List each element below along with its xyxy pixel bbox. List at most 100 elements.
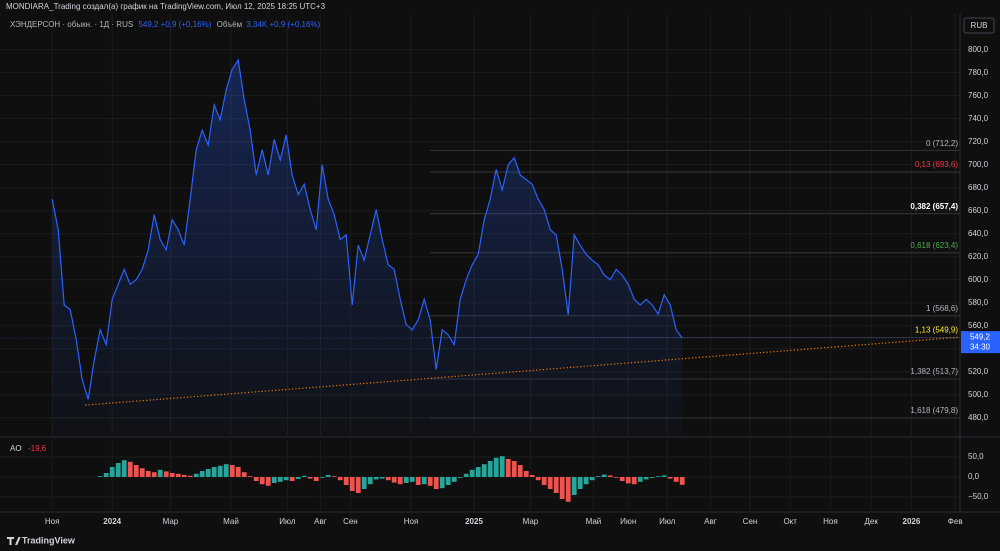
ao-bar	[337, 477, 343, 481]
x-tick-label: Июл	[659, 517, 676, 526]
x-tick-label: 2026	[903, 517, 921, 526]
x-tick-label: 2025	[465, 517, 483, 526]
ao-bar	[523, 471, 529, 477]
ao-bar	[235, 467, 241, 477]
trend-line	[85, 336, 961, 406]
ao-bar	[679, 477, 685, 485]
x-tick-label: Дек	[865, 517, 879, 526]
ao-bar	[529, 475, 535, 477]
y-tick-label: 580,0	[968, 298, 989, 307]
ao-bar	[673, 477, 679, 482]
ao-bar	[265, 477, 271, 486]
ao-bar	[301, 475, 307, 477]
ao-bar	[619, 477, 625, 481]
ao-bar	[667, 477, 673, 479]
x-tick-label: Авг	[314, 517, 327, 526]
ao-bar	[325, 475, 331, 477]
y-tick-label: 480,0	[968, 413, 989, 422]
ao-bar	[661, 475, 667, 477]
y-tick-label: 500,0	[968, 390, 989, 399]
ao-bar	[535, 477, 541, 481]
ao-bar	[139, 468, 145, 477]
y-tick-label: 600,0	[968, 275, 989, 284]
ao-bar	[373, 477, 379, 480]
legend-line: ХЭНДЕРСОН · обыкн. · 1Д · RUS 549,2 +0,9…	[10, 20, 321, 29]
ao-bar	[463, 473, 469, 477]
ao-bar	[151, 472, 157, 477]
x-tick-label: Окт	[783, 517, 797, 526]
ao-bar	[367, 477, 373, 485]
currency-button[interactable]	[963, 17, 995, 34]
legend-symbol: ХЭНДЕРСОН · обыкн. · 1Д · RUS	[10, 20, 133, 29]
ao-bar	[175, 473, 181, 477]
ao-bar	[547, 477, 553, 489]
ao-bar	[187, 475, 193, 477]
ao-bar	[613, 477, 619, 478]
price-area	[52, 60, 683, 435]
ao-bar	[409, 477, 415, 482]
ao-bar	[457, 477, 463, 478]
y-tick-label: 520,0	[968, 367, 989, 376]
currency[interactable]: RUB	[971, 21, 988, 30]
ao-bar	[97, 476, 103, 477]
ao-bar	[277, 477, 283, 482]
ao-bar	[181, 475, 187, 477]
y-tick-label: 760,0	[968, 91, 989, 100]
ao-bar	[211, 467, 217, 477]
ao-bar	[193, 473, 199, 477]
ao-bar	[607, 475, 613, 477]
ao-bar	[307, 477, 313, 479]
ao-bar	[229, 465, 235, 477]
ao-bar	[205, 469, 211, 477]
plot: 0 (712,2) 0,13 (693,6) 0,382 (657,4) 0,618 …	[0, 58, 961, 502]
ao-bar	[487, 461, 493, 477]
x-tick-label: Фев	[948, 517, 963, 526]
ao-bar	[361, 477, 367, 489]
ao-value: -19,6	[28, 444, 47, 453]
ao-bar	[121, 460, 127, 477]
legend-quote: 549,2 +0,9 (+0,16%)	[138, 20, 211, 29]
ao-bar	[499, 456, 505, 477]
ao-bar	[559, 477, 565, 499]
ao-bar	[421, 477, 427, 485]
ao-bar	[433, 477, 439, 489]
price-line	[51, 58, 683, 400]
ao-bar	[145, 471, 151, 477]
x-tick-label: Ноя	[45, 517, 60, 526]
ao-bar	[517, 465, 523, 477]
ao-bar	[655, 476, 661, 477]
ao-bar	[199, 471, 205, 477]
ao-bar	[475, 467, 481, 477]
y-tick-label: 700,0	[968, 160, 989, 169]
fib-label: 0,13 (693,6)	[915, 160, 958, 169]
ao-bar	[103, 473, 109, 477]
ao-bar	[223, 464, 229, 477]
x-tick-label: Авг	[704, 517, 717, 526]
logo-text: TradingView	[22, 535, 76, 545]
x-tick-label: Май	[586, 517, 602, 526]
fib-label: 0,382 (657,4)	[910, 202, 958, 211]
x-tick-label: Июл	[279, 517, 296, 526]
y-tick-label: 800,0	[968, 45, 989, 54]
logo-icon	[7, 537, 21, 545]
ao-bar	[403, 477, 409, 483]
ao-bar	[415, 477, 421, 485]
ao-bar	[601, 474, 607, 477]
ao-bar	[385, 477, 391, 481]
ao-bar	[445, 477, 451, 485]
x-tick-label: Сен	[343, 517, 358, 526]
legend-volume: 3,34K +0,9 (+0,16%)	[246, 20, 320, 29]
ao-bar	[163, 471, 169, 477]
ao-bar	[259, 477, 265, 485]
y-tick-label: 620,0	[968, 252, 989, 261]
ao-bar	[253, 477, 259, 481]
ao-bar	[397, 477, 403, 485]
ao-bar	[577, 477, 583, 489]
fib-label: 1 (568,6)	[926, 304, 958, 313]
fib-label: 0 (712,2)	[926, 139, 958, 148]
fib-label: 1,618 (479,8)	[910, 406, 958, 415]
ao-bar	[637, 477, 643, 482]
ao-bar	[583, 477, 589, 485]
y-tick-label: 720,0	[968, 137, 989, 146]
